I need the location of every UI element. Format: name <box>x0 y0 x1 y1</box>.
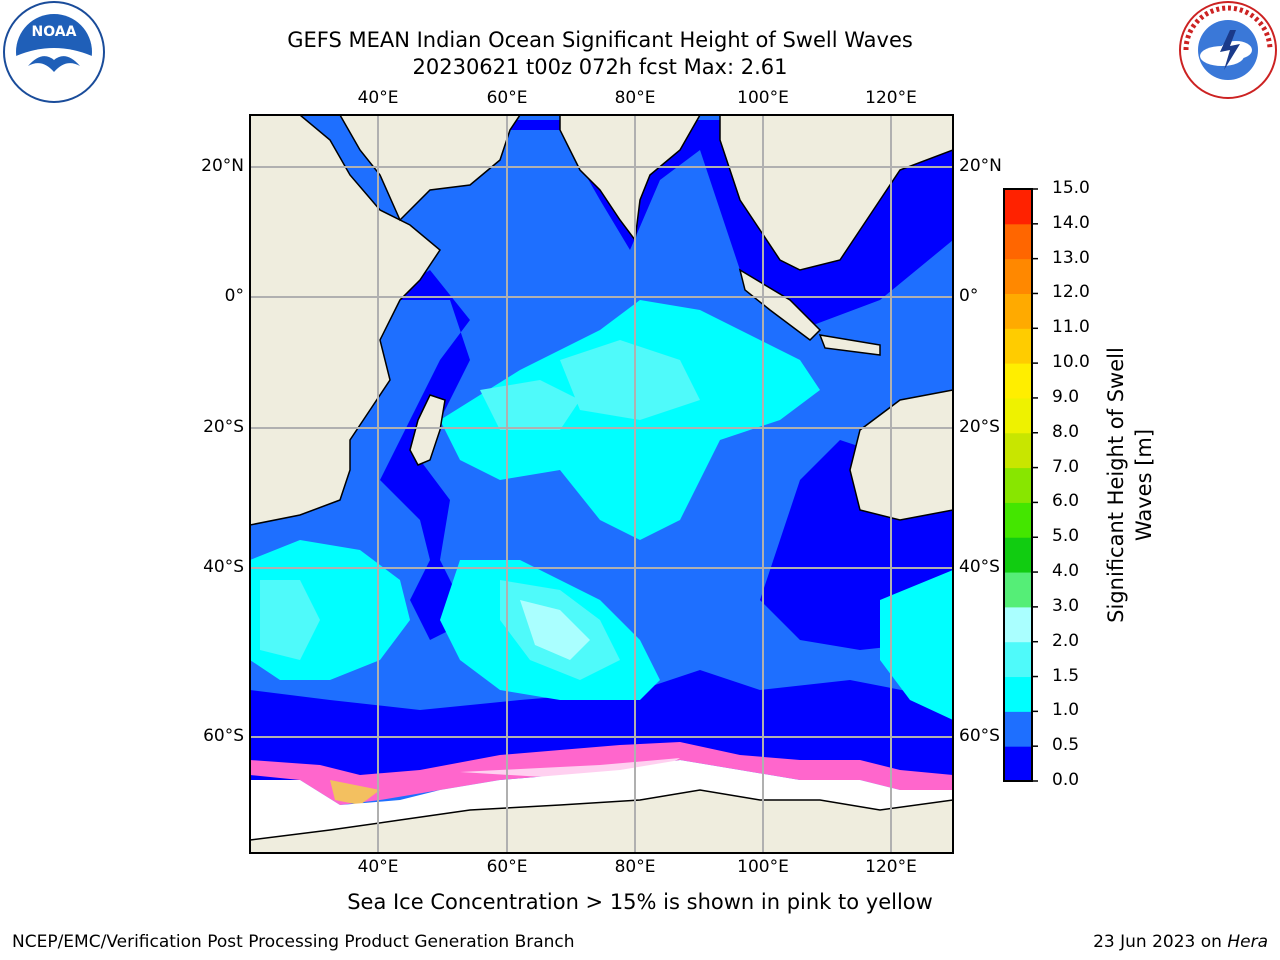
lat-label-left-20n: 20°N <box>201 156 244 176</box>
colorbar-ticks: 0.0 0.5 1.0 1.5 2.0 3.0 4.0 5.0 6.0 7.0 8.0 9.0 10.0… <box>1052 0 1112 960</box>
lon-label-bottom-120e: 120°E <box>865 857 917 877</box>
colorbar-tick-label: 7.0 <box>1052 456 1080 477</box>
graticule <box>250 115 953 853</box>
colorbar-segment <box>1004 676 1032 712</box>
colorbar-tick-label: 15.0 <box>1052 178 1090 198</box>
host-name: Hera <box>1227 932 1268 952</box>
colorbar-segment <box>1004 397 1032 434</box>
colorbar-segment <box>1004 432 1032 469</box>
map-frame <box>249 114 954 854</box>
colorbar <box>1003 188 1038 782</box>
colorbar-segment <box>1004 572 1032 608</box>
colorbar-tick-label: 9.0 <box>1052 386 1080 407</box>
colorbar-tick-label: 0.0 <box>1052 770 1080 790</box>
colorbar-tick-label: 12.0 <box>1052 282 1090 303</box>
lon-label-top-120e: 120°E <box>865 88 917 108</box>
colorbar-segment <box>1004 537 1032 573</box>
se-asia-land <box>719 115 953 271</box>
swell-band-1-5m <box>440 300 820 540</box>
credit-text: NCEP/EMC/Verification Post Processing Pr… <box>12 932 575 952</box>
colorbar-tick-label: 4.0 <box>1052 561 1080 582</box>
lat-label-right-20n: 20°N <box>959 156 1002 176</box>
colorbar-tick-label: 5.0 <box>1052 526 1080 547</box>
colorbar-segment <box>1004 746 1032 782</box>
colorbar-segment <box>1004 223 1032 260</box>
colorbar-tick-label: 13.0 <box>1052 247 1090 268</box>
colorbar-tick-label: 1.5 <box>1052 665 1080 686</box>
africa-land <box>250 115 521 526</box>
colorbar-segment <box>1004 641 1032 678</box>
colorbar-label-line2: Waves [m] <box>1132 428 1156 542</box>
lon-label-top-60e: 60°E <box>486 88 528 108</box>
map-subtitle: 20230621 t00z 072h fcst Max: 2.61 <box>412 55 788 79</box>
colorbar-tick-label: 1.0 <box>1052 700 1080 721</box>
lon-label-top-40e: 40°E <box>357 88 399 108</box>
sea-ice-caption: Sea Ice Concentration > 15% is shown in … <box>347 890 933 914</box>
lon-label-top-80e: 80°E <box>614 88 656 108</box>
date-stamp: 23 Jun 2023 on Hera <box>1093 932 1268 952</box>
lat-label-left-40s: 40°S <box>203 557 244 577</box>
australia-land <box>849 389 953 521</box>
date-text: 23 Jun 2023 on <box>1093 932 1228 952</box>
lat-label-right-40s: 40°S <box>959 557 1000 577</box>
colorbar-tick-label: 11.0 <box>1052 317 1090 338</box>
antarctica-land <box>250 789 953 853</box>
lat-label-right-60s: 60°S <box>959 726 1000 746</box>
noaa-logo-text: NOAA <box>32 24 77 40</box>
colorbar-segment <box>1004 258 1032 294</box>
noaa-logo: NOAA <box>3 1 105 103</box>
lat-label-right-0: 0° <box>959 286 979 306</box>
colorbar-segment <box>1004 606 1032 643</box>
colorbar-tick-label: 8.0 <box>1052 421 1080 442</box>
colorbar-tick-label: 2.0 <box>1052 630 1080 651</box>
lon-label-top-100e: 100°E <box>737 88 789 108</box>
madagascar-land <box>409 394 446 466</box>
lon-label-bottom-100e: 100°E <box>737 857 789 877</box>
lat-label-left-0: 0° <box>224 286 244 306</box>
lon-label-bottom-80e: 80°E <box>614 857 656 877</box>
lat-label-left-20s: 20°S <box>203 417 244 437</box>
colorbar-segment <box>1004 711 1032 747</box>
india-land <box>559 115 701 242</box>
colorbar-segment <box>1004 293 1032 329</box>
colorbar-tick-label: 3.0 <box>1052 595 1080 616</box>
colorbar-tick-label: 10.0 <box>1052 352 1090 373</box>
colorbar-segment <box>1004 363 1032 399</box>
lon-label-bottom-40e: 40°E <box>357 857 399 877</box>
lat-label-right-20s: 20°S <box>959 417 1000 437</box>
colorbar-tick-label: 0.5 <box>1052 735 1080 756</box>
lat-label-left-60s: 60°S <box>203 726 244 746</box>
swell-band-2-3m <box>520 600 590 660</box>
colorbar-segment <box>1004 467 1032 503</box>
sea-ice-edge <box>250 742 953 805</box>
map-title: GEFS MEAN Indian Ocean Significant Heigh… <box>287 28 913 52</box>
colorbar-label-line1: Significant Height of Swell <box>1104 347 1128 623</box>
colorbar-segment <box>1004 502 1032 538</box>
colorbar-segment <box>1004 328 1032 364</box>
colorbar-tick-label: 14.0 <box>1052 212 1090 233</box>
colorbar-tick-label: 6.0 <box>1052 491 1080 512</box>
lon-label-bottom-60e: 60°E <box>486 857 528 877</box>
nws-logo <box>1179 1 1277 99</box>
colorbar-segment <box>1004 189 1032 225</box>
colorbar-label: Significant Height of Swell Waves [m] <box>1102 285 1158 685</box>
